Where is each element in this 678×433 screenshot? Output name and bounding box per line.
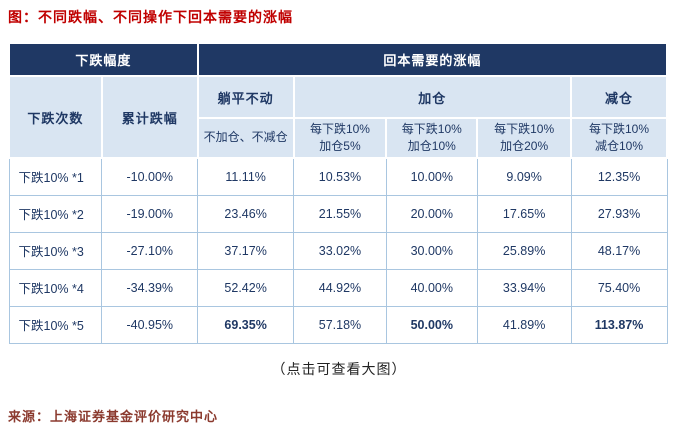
data-cell: 30.00%: [385, 231, 478, 270]
data-cell: 41.89%: [476, 305, 572, 344]
table-header: 下跌幅度 回本需要的涨幅 下跌次数 累计跌幅 躺平不动 加仓 减仓 不加仓、不减…: [8, 42, 669, 159]
subheader-no-add-no-reduce: 不加仓、不减仓: [196, 117, 295, 159]
subheader-reduce-10: 每下跌10% 减仓10%: [570, 117, 668, 159]
data-cell: 12.35%: [570, 157, 668, 196]
subheader-add-10: 每下跌10% 加仓10%: [385, 117, 479, 159]
row-label: 下跌10% *3: [8, 231, 103, 270]
header-group-row: 下跌幅度 回本需要的涨幅: [8, 42, 669, 77]
row-label: 下跌10% *2: [8, 194, 103, 233]
header-subcondition-row: 不加仓、不减仓 每下跌10% 加仓5% 每下跌10% 加仓10% 每下跌10% …: [9, 117, 668, 159]
subheader-add-5: 每下跌10% 加仓5%: [292, 117, 388, 159]
header-recovery-group: 回本需要的涨幅: [196, 42, 669, 77]
data-cell: 17.65%: [476, 194, 572, 233]
row-label: 下跌10% *5: [8, 305, 103, 344]
data-cell: 37.17%: [197, 231, 295, 270]
data-cell: 10.00%: [385, 157, 478, 196]
data-cell: 50.00%: [385, 305, 478, 344]
data-cell: 33.02%: [293, 231, 387, 270]
data-cell: 57.18%: [293, 305, 387, 344]
data-cell: 75.40%: [570, 268, 668, 307]
header-cumulative-decline: 累计跌幅: [100, 75, 199, 159]
table-row: 下跌10% *4 -34.39% 52.42% 44.92% 40.00% 33…: [8, 268, 668, 307]
header-strategy-reduce: 减仓: [570, 75, 668, 119]
header-strategy-flat: 躺平不动: [196, 75, 295, 119]
data-cell: 52.42%: [197, 268, 295, 307]
data-cell: 10.53%: [293, 157, 387, 196]
table-row: 下跌10% *3 -27.10% 37.17% 33.02% 30.00% 25…: [8, 231, 668, 270]
recovery-table: 下跌幅度 回本需要的涨幅 下跌次数 累计跌幅 躺平不动 加仓 减仓 不加仓、不减…: [8, 42, 669, 344]
data-cell: 11.11%: [197, 157, 295, 196]
data-cell: 40.00%: [385, 268, 478, 307]
data-cell: -10.00%: [101, 157, 199, 196]
data-cell: 9.09%: [476, 157, 572, 196]
source-line: 来源：上海证券基金评价研究中心: [8, 408, 219, 424]
data-cell: 48.17%: [570, 231, 668, 270]
data-cell: -27.10%: [101, 231, 199, 270]
data-cell: 69.35%: [197, 305, 295, 344]
table-row: 下跌10% *2 -19.00% 23.46% 21.55% 20.00% 17…: [8, 194, 668, 233]
data-cell: -40.95%: [101, 305, 199, 344]
data-cell: 27.93%: [570, 194, 668, 233]
table-row: 下跌10% *1 -10.00% 11.11% 10.53% 10.00% 9.…: [8, 157, 668, 196]
row-label: 下跌10% *4: [8, 268, 103, 307]
header-decline-times: 下跌次数: [8, 75, 103, 159]
data-cell: 23.46%: [197, 194, 295, 233]
header-decline-group: 下跌幅度: [8, 42, 199, 77]
header-strategy-add: 加仓: [292, 75, 573, 119]
data-cell: 21.55%: [293, 194, 387, 233]
header-strategy-row: 下跌次数 累计跌幅 躺平不动 加仓 减仓: [8, 75, 668, 159]
table-body: 下跌10% *1 -10.00% 11.11% 10.53% 10.00% 9.…: [8, 157, 668, 344]
click-to-enlarge-caption[interactable]: （点击可查看大图）: [271, 360, 407, 377]
figure-title: 图：不同跌幅、不同操作下回本需要的涨幅: [8, 9, 293, 25]
data-cell: 20.00%: [385, 194, 478, 233]
data-cell: 25.89%: [476, 231, 572, 270]
data-cell: -19.00%: [101, 194, 199, 233]
row-label: 下跌10% *1: [8, 157, 103, 196]
data-cell: 113.87%: [570, 305, 668, 344]
subheader-add-20: 每下跌10% 加仓20%: [476, 117, 573, 159]
table-row: 下跌10% *5 -40.95% 69.35% 57.18% 50.00% 41…: [8, 305, 668, 344]
data-cell: -34.39%: [101, 268, 199, 307]
data-cell: 44.92%: [293, 268, 387, 307]
data-cell: 33.94%: [476, 268, 572, 307]
